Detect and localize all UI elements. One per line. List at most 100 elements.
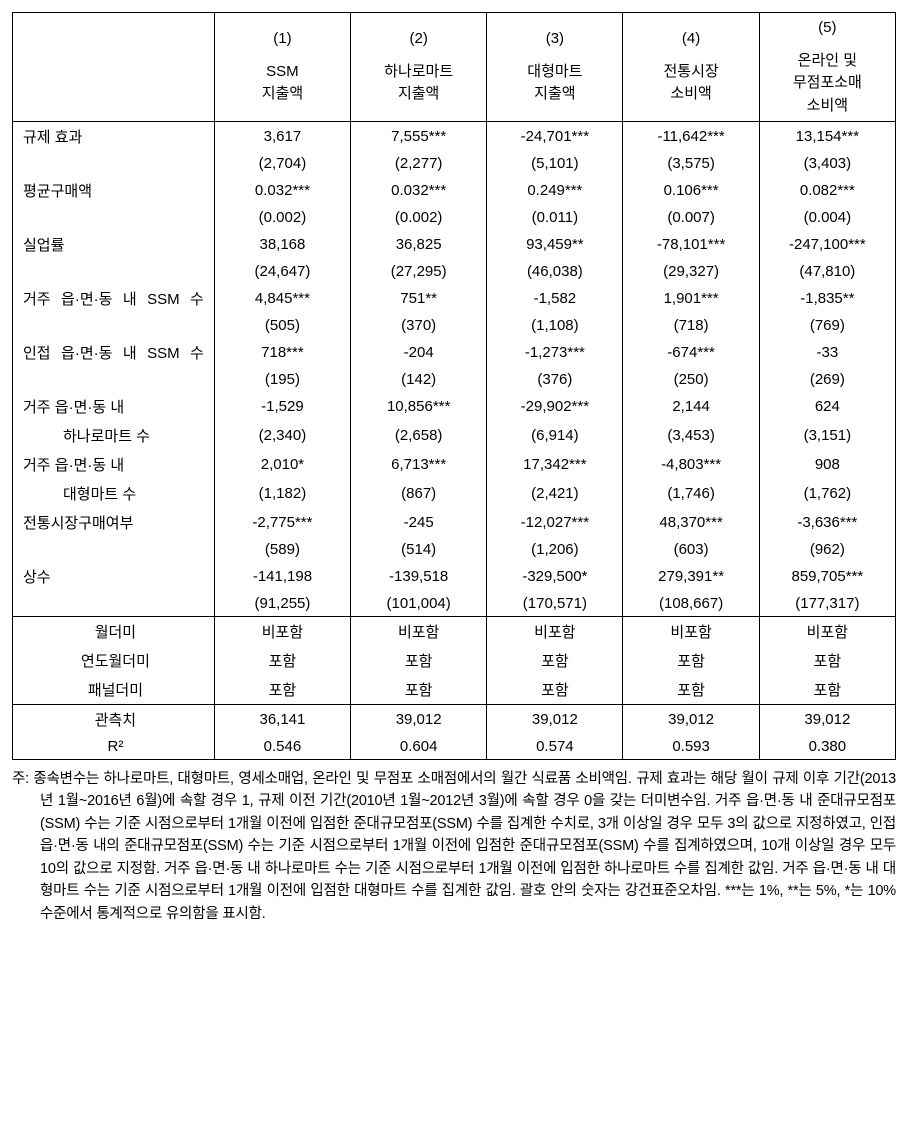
cell-stderr: (170,571): [487, 591, 623, 617]
cell-value: 비포함: [623, 617, 759, 647]
cell-value: -141,198: [214, 562, 350, 591]
table-row: 패널더미 포함 포함 포함 포함 포함: [13, 675, 896, 705]
cell-value: -1,273***: [487, 338, 623, 367]
cell-value: 859,705***: [759, 562, 895, 591]
cell-stderr: (962): [759, 537, 895, 562]
cell-value: -1,582: [487, 284, 623, 313]
regression-table: (1)SSM지출액 (2)하나로마트지출액 (3)대형마트지출액 (4)전통시장…: [12, 12, 896, 760]
table-row: 규제 효과 3,617 7,555*** -24,701*** -11,642*…: [13, 122, 896, 152]
row-label: [13, 537, 215, 562]
cell-value: -12,027***: [487, 508, 623, 537]
cell-stderr: (2,340): [214, 421, 350, 450]
cell-value: 48,370***: [623, 508, 759, 537]
row-label: 패널더미: [13, 675, 215, 705]
cell-stderr: (47,810): [759, 259, 895, 284]
cell-value: 36,825: [351, 230, 487, 259]
cell-value: 포함: [351, 675, 487, 705]
cell-value: 포함: [623, 675, 759, 705]
cell-value: 93,459**: [487, 230, 623, 259]
col-3-header: (3)대형마트지출액: [487, 13, 623, 122]
row-label: 상수: [13, 562, 215, 591]
cell-stderr: (195): [214, 367, 350, 392]
cell-value: -139,518: [351, 562, 487, 591]
cell-stderr: (108,667): [623, 591, 759, 617]
cell-stderr: (505): [214, 313, 350, 338]
cell-value: 279,391**: [623, 562, 759, 591]
row-label: [13, 151, 215, 176]
cell-stderr: (3,151): [759, 421, 895, 450]
row-label: 연도월더미: [13, 646, 215, 675]
cell-value: 7,555***: [351, 122, 487, 152]
row-label: 평균구매액: [13, 176, 215, 205]
col-2-header: (2)하나로마트지출액: [351, 13, 487, 122]
cell-value: 포함: [214, 675, 350, 705]
cell-value: -674***: [623, 338, 759, 367]
cell-value: 포함: [487, 675, 623, 705]
cell-value: -3,636***: [759, 508, 895, 537]
cell-value: 비포함: [487, 617, 623, 647]
cell-value: 39,012: [487, 705, 623, 735]
row-label: 하나로마트 수: [13, 421, 215, 450]
row-label: [13, 205, 215, 230]
cell-value: -4,803***: [623, 450, 759, 479]
cell-value: -2,775***: [214, 508, 350, 537]
cell-value: 751**: [351, 284, 487, 313]
table-row: R² 0.546 0.604 0.574 0.593 0.380: [13, 734, 896, 760]
footnote-text: 주: 종속변수는 하나로마트, 대형마트, 영세소매업, 온라인 및 무점포 소…: [12, 768, 896, 925]
table-row: (91,255) (101,004) (170,571) (108,667) (…: [13, 591, 896, 617]
table-row: 월더미 비포함 비포함 비포함 비포함 비포함: [13, 617, 896, 647]
cell-value: 17,342***: [487, 450, 623, 479]
cell-stderr: (514): [351, 537, 487, 562]
cell-value: 0.574: [487, 734, 623, 760]
row-label: 월더미: [13, 617, 215, 647]
table-row: 평균구매액 0.032*** 0.032*** 0.249*** 0.106**…: [13, 176, 896, 205]
cell-stderr: (0.004): [759, 205, 895, 230]
cell-value: 0.380: [759, 734, 895, 760]
row-label: [13, 591, 215, 617]
table-row: 하나로마트 수 (2,340) (2,658) (6,914) (3,453) …: [13, 421, 896, 450]
cell-stderr: (29,327): [623, 259, 759, 284]
cell-value: 포함: [487, 646, 623, 675]
cell-value: -1,835**: [759, 284, 895, 313]
table-row: 거주 읍·면·동 내 2,010* 6,713*** 17,342*** -4,…: [13, 450, 896, 479]
cell-stderr: (24,647): [214, 259, 350, 284]
table-row: 인접 읍·면·동 내 SSM 수 718*** -204 -1,273*** -…: [13, 338, 896, 367]
cell-value: 718***: [214, 338, 350, 367]
cell-stderr: (3,453): [623, 421, 759, 450]
cell-value: 0.032***: [214, 176, 350, 205]
table-row: 대형마트 수 (1,182) (867) (2,421) (1,746) (1,…: [13, 479, 896, 508]
row-label: 실업률: [13, 230, 215, 259]
cell-value: -247,100***: [759, 230, 895, 259]
header-empty: [13, 13, 215, 122]
row-label: [13, 259, 215, 284]
cell-stderr: (142): [351, 367, 487, 392]
cell-stderr: (250): [623, 367, 759, 392]
cell-value: 0.593: [623, 734, 759, 760]
cell-stderr: (177,317): [759, 591, 895, 617]
cell-stderr: (1,206): [487, 537, 623, 562]
cell-stderr: (2,704): [214, 151, 350, 176]
cell-value: 0.604: [351, 734, 487, 760]
cell-value: 39,012: [623, 705, 759, 735]
cell-stderr: (46,038): [487, 259, 623, 284]
cell-value: -329,500*: [487, 562, 623, 591]
table-row: (2,704) (2,277) (5,101) (3,575) (3,403): [13, 151, 896, 176]
cell-stderr: (1,746): [623, 479, 759, 508]
cell-value: -245: [351, 508, 487, 537]
cell-stderr: (0.007): [623, 205, 759, 230]
cell-stderr: (1,108): [487, 313, 623, 338]
cell-stderr: (370): [351, 313, 487, 338]
cell-stderr: (3,403): [759, 151, 895, 176]
cell-value: 2,010*: [214, 450, 350, 479]
cell-value: -78,101***: [623, 230, 759, 259]
cell-value: 36,141: [214, 705, 350, 735]
table-row: 실업률 38,168 36,825 93,459** -78,101*** -2…: [13, 230, 896, 259]
cell-value: 38,168: [214, 230, 350, 259]
cell-value: 0.082***: [759, 176, 895, 205]
cell-value: 4,845***: [214, 284, 350, 313]
cell-value: 0.032***: [351, 176, 487, 205]
cell-stderr: (867): [351, 479, 487, 508]
col-5-header: (5)온라인 및무점포소매소비액: [759, 13, 895, 122]
table-row: (24,647) (27,295) (46,038) (29,327) (47,…: [13, 259, 896, 284]
cell-stderr: (1,762): [759, 479, 895, 508]
